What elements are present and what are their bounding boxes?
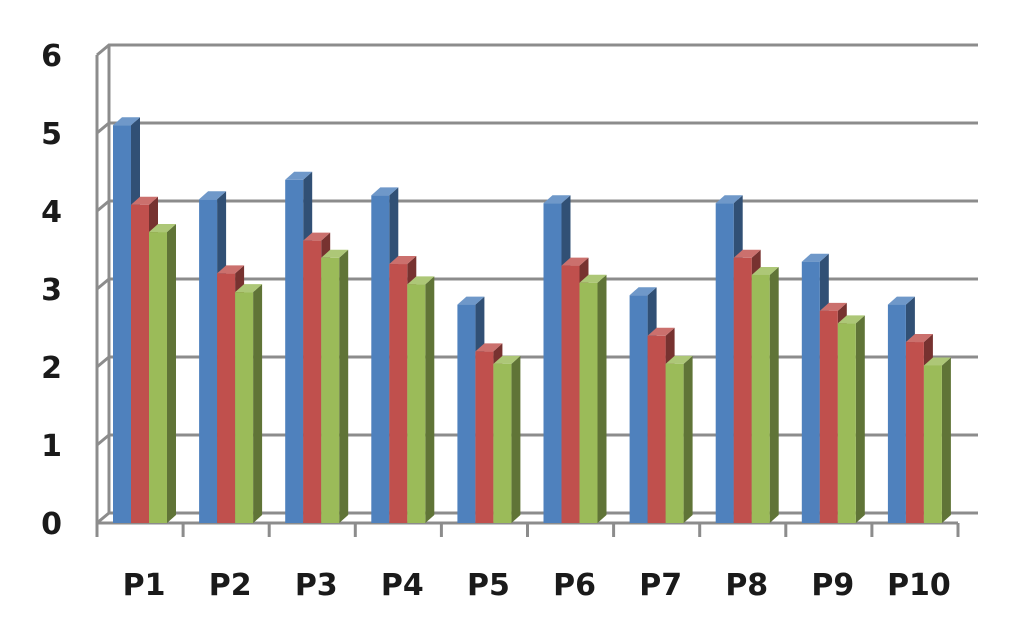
x-tick-label-P8: P8 [725, 568, 768, 603]
bar-P9-series-3 [837, 315, 865, 523]
bar-P5-series-3 [493, 355, 521, 523]
x-tick-label-P9: P9 [811, 568, 854, 603]
x-tick-label-P1: P1 [123, 568, 166, 603]
y-tick-label-5: 5 [41, 117, 62, 152]
bar-P1-series-3 [149, 224, 176, 523]
bars [113, 117, 951, 524]
bar-P2-series-3 [235, 284, 263, 523]
x-tick-label-P6: P6 [553, 568, 596, 603]
x-tick-label-P7: P7 [639, 568, 682, 603]
x-tick-label-P2: P2 [209, 568, 252, 603]
labels: 0 1 2 3 4 5 6 P1 P2 P3 P4 P5 P6 P7 P8 P9 P10 [41, 39, 951, 603]
gridline-6 [96, 43, 978, 57]
x-tick-label-P10: P10 [887, 568, 951, 603]
y-tick-label-0: 0 [41, 507, 62, 542]
x-tick-label-P4: P4 [381, 568, 424, 603]
y-tick-label-1: 1 [41, 429, 62, 464]
gridline-4 [96, 199, 978, 213]
y-tick-label-2: 2 [41, 351, 62, 386]
y-tick-label-6: 6 [41, 39, 62, 74]
bar-P10-series-3 [923, 357, 951, 523]
x-tick-label-P5: P5 [467, 568, 510, 603]
y-tick-label-3: 3 [41, 273, 62, 308]
bar-P7-series-3 [665, 355, 693, 523]
gridline-5 [96, 121, 978, 135]
y-tick-label-4: 4 [41, 195, 62, 230]
bar-P4-series-3 [407, 276, 435, 523]
bar-P3-series-3 [321, 249, 349, 524]
x-tick-label-P3: P3 [295, 568, 338, 603]
bar-P6-series-3 [579, 274, 607, 523]
bar-P8-series-3 [751, 266, 779, 523]
